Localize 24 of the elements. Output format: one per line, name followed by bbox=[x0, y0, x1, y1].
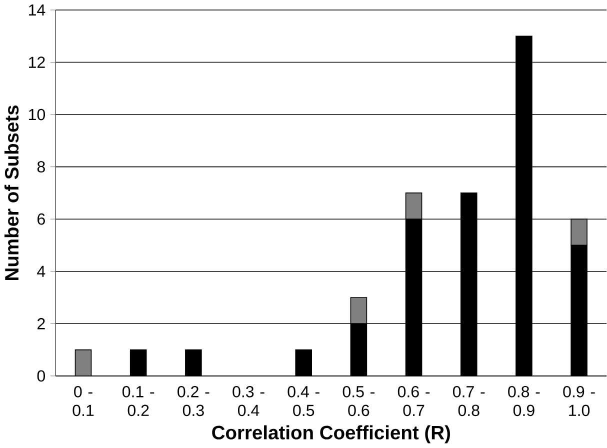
y-axis-title: Number of Subsets bbox=[4, 106, 19, 280]
y-tick-label: 14 bbox=[29, 4, 46, 16]
x-tick-label: 0.2 - 0.3 bbox=[178, 386, 210, 416]
x-tick-label: 0 - 0.1 bbox=[72, 386, 94, 416]
y-tick-label: 12 bbox=[29, 56, 45, 68]
x-tick-label: 0.9 - 1.0 bbox=[563, 386, 595, 416]
y-tick-label: 8 bbox=[37, 161, 45, 173]
bar bbox=[570, 218, 588, 246]
y-tick-label: 10 bbox=[29, 109, 46, 120]
y-tick-label: 4 bbox=[37, 266, 46, 278]
x-tick-label: 0.8 - 0.9 bbox=[508, 386, 540, 416]
x-axis-title: Correlation Coefficient (R) bbox=[212, 425, 450, 444]
bar bbox=[405, 192, 422, 220]
y-tick-label: 6 bbox=[38, 214, 45, 225]
x-tick-label: 0.3 - 0.4 bbox=[232, 386, 264, 416]
x-tick-label: 0.6 - 0.7 bbox=[398, 386, 430, 416]
x-tick-label: 0.5 - 0.6 bbox=[342, 386, 374, 416]
bar bbox=[350, 297, 368, 324]
x-tick-label: 0.4 - 0.5 bbox=[288, 386, 320, 416]
y-tick-label: 2 bbox=[38, 318, 45, 330]
x-tick-label: 0.1 - 0.2 bbox=[122, 386, 154, 416]
y-tick-label: 0 bbox=[37, 370, 46, 382]
x-tick-label: 0.7 - 0.8 bbox=[453, 386, 485, 416]
bar bbox=[74, 350, 92, 376]
